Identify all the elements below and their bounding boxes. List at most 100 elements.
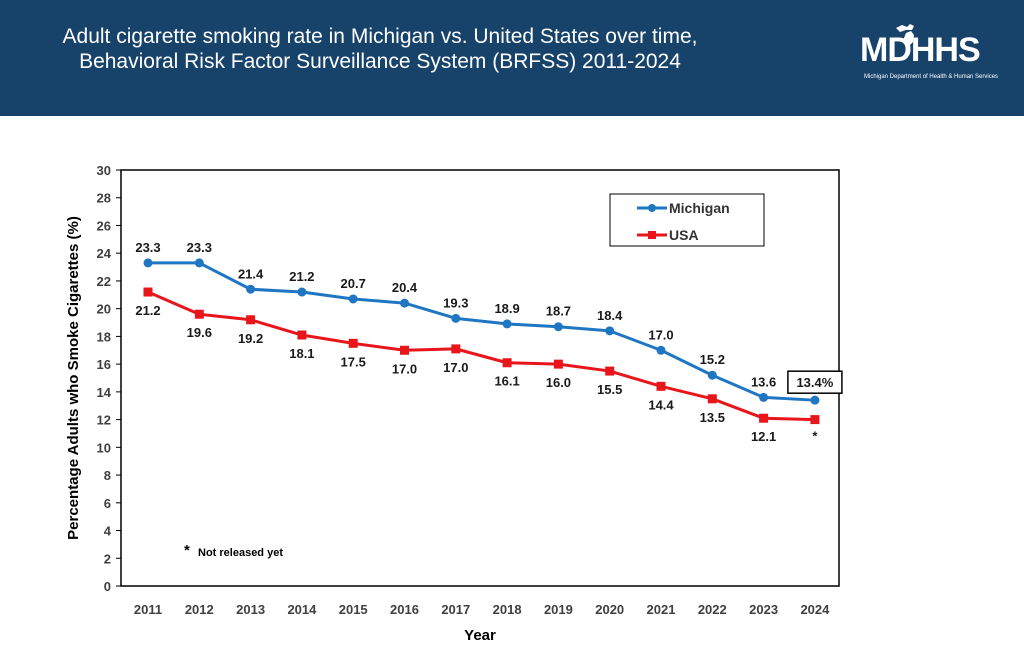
x-tick-label: 2024 <box>800 602 830 617</box>
y-tick-label: 20 <box>97 302 111 317</box>
footnote-text: Not released yet <box>198 547 283 559</box>
logo-text: MDHHS <box>860 31 981 69</box>
y-tick-label: 18 <box>97 329 111 344</box>
point-usa <box>451 344 461 354</box>
point-michigan <box>502 319 512 329</box>
data-label-michigan: 19.3 <box>443 295 468 310</box>
data-label-michigan: 20.7 <box>341 276 366 291</box>
y-tick-label: 28 <box>97 191 111 206</box>
footnote: * Not released yet <box>184 542 283 559</box>
point-michigan <box>759 392 769 402</box>
point-michigan <box>194 258 204 268</box>
point-michigan <box>810 395 820 405</box>
data-label-michigan: 21.4 <box>238 266 264 281</box>
data-label-usa: 17.5 <box>341 354 366 369</box>
x-axis-ticks: 2011 2012 2013 2014 2015 2016 2017 2018 2019 2020… <box>134 602 830 617</box>
data-label-usa: * <box>812 429 818 444</box>
y-tick-label: 22 <box>97 274 111 289</box>
point-michigan <box>553 322 563 332</box>
x-tick-label: 2022 <box>698 602 727 617</box>
x-tick-label: 2023 <box>749 602 778 617</box>
legend-michigan-label: Michigan <box>669 200 730 216</box>
point-usa <box>759 413 769 423</box>
data-labels: 23.3 23.3 21.4 21.2 20.7 20.4 19.3 18.9 18.7 18.4… <box>135 240 843 444</box>
data-label-michigan: 23.3 <box>187 240 212 255</box>
x-tick-label: 2019 <box>544 602 573 617</box>
x-tick-label: 2017 <box>441 602 470 617</box>
footnote-symbol: * <box>184 542 190 559</box>
mdhhs-logo: MDHHS Michigan Department of Health & Hu… <box>860 22 1020 92</box>
data-label-usa: 17.0 <box>443 360 468 375</box>
x-tick-label: 2015 <box>339 602 368 617</box>
point-usa <box>553 359 563 369</box>
y-tick-label: 12 <box>97 413 111 428</box>
point-usa <box>810 415 820 425</box>
data-label-michigan: 18.9 <box>494 301 519 316</box>
series-layer <box>143 258 820 425</box>
legend-michigan-marker <box>648 204 656 212</box>
title-line-2: Behavioral Risk Factor Surveillance Syst… <box>79 50 681 73</box>
data-label-michigan: 21.2 <box>289 269 314 284</box>
series-line-usa <box>147 290 815 422</box>
x-tick-label: 2020 <box>595 602 624 617</box>
point-michigan <box>246 284 256 294</box>
y-tick-label: 6 <box>104 496 111 511</box>
data-label-michigan: 13.4% <box>796 375 833 390</box>
data-label-michigan: 13.6 <box>751 374 776 389</box>
data-label-michigan: 15.2 <box>700 352 725 367</box>
data-label-usa: 15.5 <box>597 382 622 397</box>
data-label-usa: 17.0 <box>392 361 417 376</box>
point-usa <box>605 366 615 376</box>
data-label-michigan: 17.0 <box>648 327 673 342</box>
y-tick-label: 10 <box>97 440 111 455</box>
y-tick-label: 24 <box>97 246 112 261</box>
page-title: Adult cigarette smoking rate in Michigan… <box>0 24 760 74</box>
data-label-usa: 13.5 <box>700 410 725 425</box>
point-michigan <box>348 294 358 304</box>
point-michigan <box>143 258 153 268</box>
point-michigan <box>707 370 717 380</box>
data-label-michigan: 23.3 <box>135 240 160 255</box>
x-tick-label: 2016 <box>390 602 419 617</box>
point-michigan <box>605 326 615 336</box>
legend: Michigan USA <box>609 193 765 247</box>
y-tick-label: 14 <box>97 385 112 400</box>
y-tick-label: 26 <box>97 218 111 233</box>
y-tick-label: 2 <box>104 551 111 566</box>
legend-box <box>609 193 765 247</box>
point-michigan <box>656 345 666 355</box>
point-usa <box>656 381 666 391</box>
data-label-usa: 16.1 <box>494 374 519 389</box>
data-label-michigan: 18.4 <box>597 308 623 323</box>
y-tick-label: 30 <box>97 163 111 178</box>
x-tick-label: 2021 <box>647 602 676 617</box>
michigan-map-icon <box>896 24 914 46</box>
data-label-michigan: 18.7 <box>546 304 571 319</box>
x-axis-title: Year <box>464 627 496 644</box>
title-line-1: Adult cigarette smoking rate in Michigan… <box>62 25 698 48</box>
x-tick-label: 2018 <box>493 602 522 617</box>
point-michigan <box>451 313 461 323</box>
legend-usa-label: USA <box>669 227 699 243</box>
point-usa <box>194 309 204 319</box>
data-label-usa: 16.0 <box>546 375 571 390</box>
data-label-usa: 19.2 <box>238 331 263 346</box>
point-usa <box>348 338 358 348</box>
y-axis-title: Percentage Adults who Smoke Cigarettes (… <box>65 216 82 540</box>
point-usa <box>502 358 512 368</box>
x-tick-label: 2014 <box>287 602 317 617</box>
x-tick-label: 2012 <box>185 602 214 617</box>
y-tick-label: 16 <box>97 357 111 372</box>
y-tick-label: 8 <box>104 468 111 483</box>
data-label-usa: 14.4 <box>648 397 674 412</box>
y-tick-label: 0 <box>104 579 111 594</box>
header-banner: Adult cigarette smoking rate in Michigan… <box>0 0 1024 116</box>
data-label-michigan: 20.4 <box>392 280 418 295</box>
x-tick-label: 2011 <box>134 602 162 617</box>
point-usa <box>246 315 256 325</box>
data-label-usa: 18.1 <box>289 346 314 361</box>
point-michigan <box>400 298 409 308</box>
legend-usa-marker <box>648 231 656 239</box>
point-michigan <box>297 287 307 297</box>
